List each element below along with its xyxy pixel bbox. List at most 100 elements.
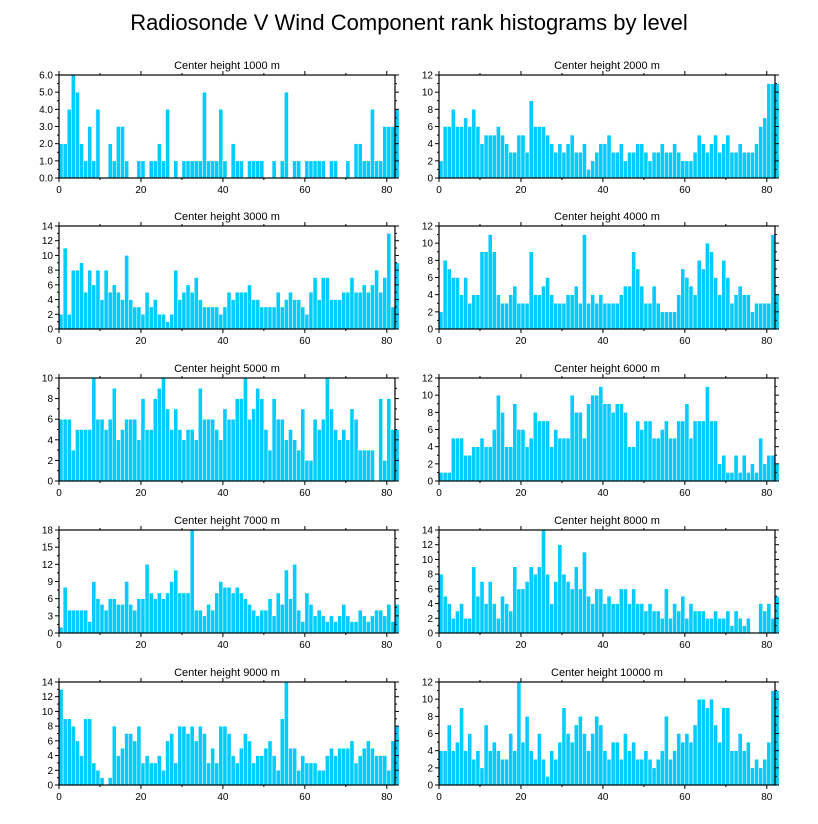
histogram-bar: [483, 603, 489, 634]
x-tick-label: 0: [56, 488, 62, 499]
x-tick-label: 0: [436, 185, 442, 196]
histogram-bar: [210, 306, 215, 330]
histogram-bar: [475, 595, 481, 634]
histogram-bar: [573, 152, 579, 179]
histogram-bar: [263, 747, 269, 786]
histogram-bar: [746, 152, 751, 179]
histogram-bar: [512, 750, 518, 786]
histogram-bar: [741, 152, 747, 179]
histogram-bar: [366, 291, 371, 330]
histogram-bar: [741, 750, 747, 786]
histogram-bar: [394, 429, 400, 482]
histogram-bar: [532, 412, 538, 482]
histogram-bar: [451, 618, 456, 634]
histogram-bar: [545, 420, 550, 482]
histogram-bar: [243, 377, 248, 482]
histogram-bar: [655, 152, 661, 179]
histogram-bar: [696, 260, 702, 330]
histogram-bar: [390, 429, 396, 482]
histogram-bar: [455, 126, 460, 179]
histogram-bar: [647, 420, 653, 482]
histogram-bar: [198, 299, 203, 330]
x-tick-label: 80: [381, 336, 393, 347]
histogram-bar: [614, 741, 620, 786]
histogram-bar: [463, 117, 468, 179]
histogram-bar: [345, 747, 351, 786]
histogram-bar: [316, 160, 322, 179]
histogram-bar: [774, 83, 780, 179]
histogram-bar: [614, 603, 620, 634]
histogram-bar: [541, 285, 546, 330]
histogram-bar: [320, 770, 326, 786]
histogram-bar: [296, 609, 302, 634]
y-tick-label: 6: [427, 425, 433, 436]
histogram-bar: [750, 152, 755, 179]
histogram-bar: [148, 762, 154, 786]
histogram-bar: [504, 759, 509, 786]
histogram-bar: [487, 446, 493, 482]
histogram-bar: [438, 750, 444, 786]
histogram-bar: [222, 408, 228, 482]
histogram-bar: [181, 592, 187, 634]
y-tick-label: 0: [47, 325, 53, 336]
histogram-bar: [152, 762, 158, 786]
histogram-bar: [479, 437, 485, 482]
histogram-bar: [374, 269, 379, 330]
histogram-bar: [537, 566, 542, 634]
histogram-bar: [370, 109, 375, 179]
histogram-bar: [545, 776, 550, 786]
y-tick-label: 6: [47, 280, 53, 291]
histogram-bar: [185, 284, 191, 330]
histogram-bar: [700, 610, 706, 634]
histogram-bar: [475, 294, 481, 330]
histogram-bar: [120, 299, 125, 330]
histogram-bar: [116, 604, 121, 634]
histogram-bar: [557, 741, 563, 786]
histogram-bar: [483, 446, 489, 482]
histogram-bar: [586, 595, 591, 634]
histogram-bar: [639, 285, 645, 330]
y-tick-label: 2: [427, 763, 433, 774]
histogram-bar: [62, 586, 68, 634]
histogram-bar: [189, 725, 195, 786]
histogram-bar: [602, 403, 608, 482]
histogram-bar: [483, 251, 489, 330]
histogram-bar: [565, 294, 571, 330]
histogram-bar: [750, 311, 755, 330]
histogram-bar: [304, 592, 310, 634]
y-tick-label: 10: [42, 707, 54, 718]
histogram-bar: [374, 160, 379, 179]
histogram-bar: [471, 294, 477, 330]
histogram-bar: [185, 733, 191, 786]
y-tick-label: 8: [47, 266, 53, 277]
histogram-bar: [210, 160, 215, 179]
histogram-bar: [361, 747, 367, 786]
y-tick-label: 12: [422, 71, 434, 82]
histogram-bar: [107, 291, 113, 330]
x-tick-label: 20: [515, 185, 527, 196]
histogram-bar: [337, 747, 342, 786]
histogram-bar: [606, 134, 612, 179]
histogram-panel: Center height 2000 m 0 2 4 6 8 10 12 0 20 40 60 80: [422, 60, 780, 196]
histogram-bar: [288, 429, 293, 482]
histogram-bar: [713, 420, 718, 482]
histogram-bar: [651, 610, 657, 634]
histogram-bar: [672, 311, 677, 330]
histogram-bar: [132, 740, 138, 786]
histogram-bar: [467, 733, 473, 786]
histogram-panel: Center height 3000 m 0 2 4 6 8 10 12 14 0 20 40 60 80: [42, 211, 400, 347]
histogram-bar: [75, 91, 80, 179]
histogram-bar: [700, 420, 706, 482]
histogram-bar: [284, 681, 289, 786]
histogram-bar: [181, 160, 187, 179]
histogram-bar: [267, 449, 273, 482]
histogram-bar: [471, 759, 477, 786]
x-tick-label: 80: [761, 336, 773, 347]
histogram-bar: [746, 618, 751, 634]
histogram-bar: [672, 143, 677, 179]
histogram-bar: [366, 160, 371, 179]
histogram-bar: [696, 610, 702, 634]
histogram-bar: [631, 741, 636, 786]
histogram-bar: [382, 755, 388, 786]
histogram-bar: [692, 294, 698, 330]
